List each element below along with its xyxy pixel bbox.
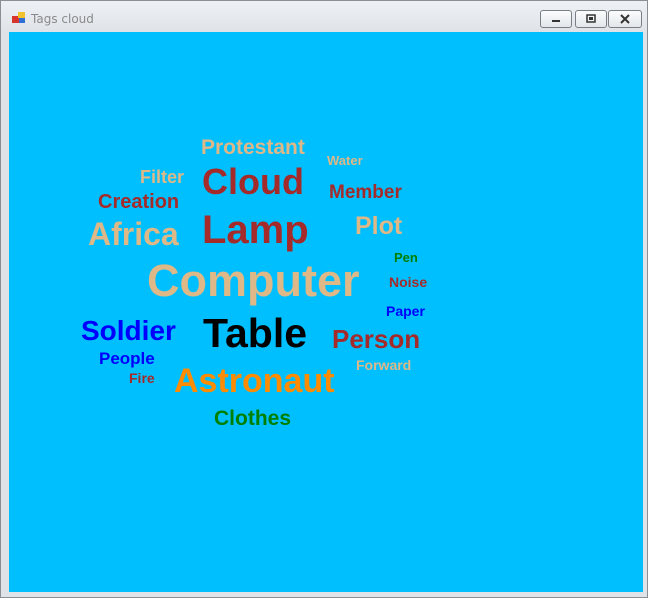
- close-button[interactable]: [608, 10, 642, 28]
- tag-cloud-canvas: Protestant Water Filter Cloud Member Cre…: [9, 32, 643, 592]
- tag-table[interactable]: Table: [203, 310, 308, 356]
- minimize-icon: [552, 20, 560, 22]
- restore-button[interactable]: [575, 10, 607, 28]
- tag-people[interactable]: People: [99, 349, 155, 368]
- window-title: Tags cloud: [31, 12, 94, 26]
- tag-clothes[interactable]: Clothes: [214, 407, 292, 430]
- tag-soldier[interactable]: Soldier: [81, 315, 176, 346]
- tag-forward[interactable]: Forward: [356, 357, 412, 373]
- tag-africa[interactable]: Africa: [88, 216, 179, 252]
- tag-paper[interactable]: Paper: [386, 303, 425, 319]
- tag-water[interactable]: Water: [327, 153, 363, 168]
- restore-icon: [586, 14, 596, 23]
- tag-cloud[interactable]: Cloud: [202, 161, 304, 202]
- title-bar[interactable]: Tags cloud: [1, 1, 647, 33]
- app-icon: [12, 12, 25, 23]
- tag-pen[interactable]: Pen: [394, 250, 418, 265]
- tag-astronaut[interactable]: Astronaut: [174, 362, 335, 400]
- close-icon: [620, 14, 630, 24]
- tag-noise[interactable]: Noise: [389, 274, 428, 290]
- tag-protestant[interactable]: Protestant: [201, 136, 305, 159]
- tag-plot[interactable]: Plot: [355, 212, 403, 240]
- tag-computer[interactable]: Computer: [147, 255, 360, 306]
- tag-creation[interactable]: Creation: [98, 191, 180, 213]
- tag-member[interactable]: Member: [329, 182, 402, 203]
- minimize-button[interactable]: [540, 10, 572, 28]
- tag-filter[interactable]: Filter: [140, 167, 185, 187]
- tag-fire[interactable]: Fire: [129, 370, 155, 386]
- tag-person[interactable]: Person: [332, 324, 421, 354]
- tag-lamp[interactable]: Lamp: [202, 208, 309, 252]
